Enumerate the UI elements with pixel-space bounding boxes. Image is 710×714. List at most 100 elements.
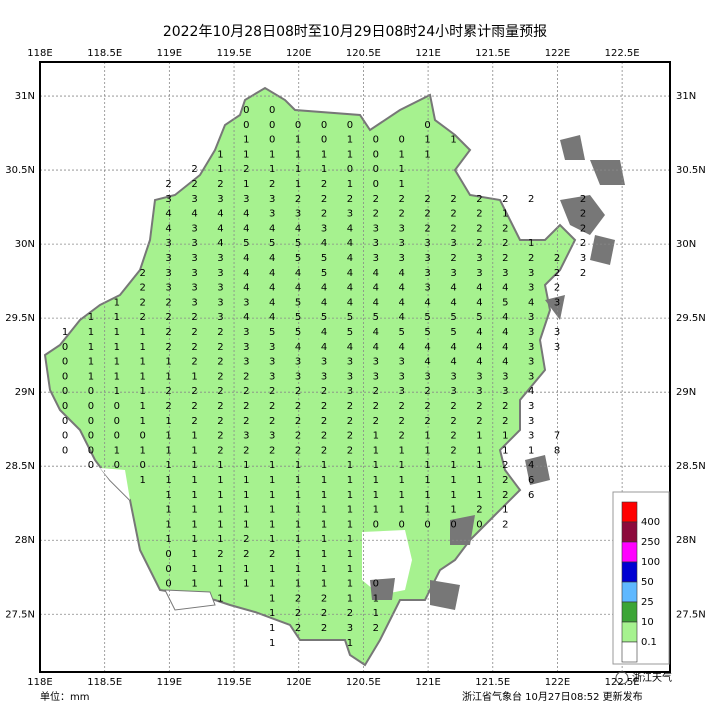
rain-value: 3: [373, 371, 379, 382]
rain-value: 3: [347, 623, 353, 634]
rain-value: 4: [295, 223, 301, 234]
rain-value: 3: [165, 194, 171, 205]
rain-value: 1: [476, 460, 482, 471]
rain-value: 4: [269, 223, 275, 234]
rain-value: 4: [347, 253, 353, 264]
rain-value: 3: [295, 209, 301, 220]
rain-value: 2: [269, 386, 275, 397]
rain-value: 1: [347, 579, 353, 590]
rain-value: 0: [62, 386, 68, 397]
rain-value: 1: [88, 371, 94, 382]
rain-value: 2: [217, 179, 223, 190]
rain-value: 4: [399, 268, 405, 279]
rain-value: 1: [217, 593, 223, 604]
rain-value: 4: [321, 327, 327, 338]
rain-value: 1: [140, 475, 146, 486]
rain-value: 4: [373, 327, 379, 338]
rain-value: 0: [62, 431, 68, 442]
rain-value: 3: [528, 268, 534, 279]
rain-value: 1: [243, 519, 249, 530]
lon-tick-label: 120E: [286, 677, 311, 688]
rain-value: 3: [243, 297, 249, 308]
rain-value: 1: [191, 460, 197, 471]
rain-value: 3: [217, 312, 223, 323]
rain-value: 4: [502, 357, 508, 368]
rain-value: 1: [243, 135, 249, 146]
rain-value: 1: [217, 519, 223, 530]
rain-value: 5: [476, 312, 482, 323]
rain-value: 0: [165, 579, 171, 590]
rain-value: 1: [295, 135, 301, 146]
rain-value: 0: [450, 519, 456, 530]
rain-value: 3: [165, 238, 171, 249]
rain-value: 3: [191, 268, 197, 279]
legend-label: 25: [641, 597, 654, 608]
rain-value: 1: [295, 149, 301, 160]
rain-value: 3: [528, 327, 534, 338]
island: [525, 455, 550, 485]
rain-value: 2: [269, 445, 275, 456]
rain-value: 3: [217, 297, 223, 308]
watermark-icon: [615, 671, 629, 685]
rain-value: 1: [243, 564, 249, 575]
rain-value: 2: [217, 327, 223, 338]
rain-value: 2: [217, 386, 223, 397]
rain-value: 3: [399, 357, 405, 368]
rain-value: 2: [140, 268, 146, 279]
rain-value: 1: [269, 593, 275, 604]
rain-value: 1: [269, 475, 275, 486]
rain-value: 1: [347, 179, 353, 190]
rain-value: 0: [347, 120, 353, 131]
rain-value: 4: [243, 268, 249, 279]
rain-value: 3: [399, 253, 405, 264]
lat-tick-label: 27.5N: [676, 609, 706, 620]
rain-value: 2: [347, 431, 353, 442]
rain-value: 4: [217, 223, 223, 234]
legend-swatch: [621, 621, 638, 643]
rain-value: 0: [88, 445, 94, 456]
rain-value: 1: [373, 490, 379, 501]
rain-value: 2: [243, 371, 249, 382]
rain-value: 0: [399, 519, 405, 530]
rain-value: 4: [269, 268, 275, 279]
rain-value: 1: [476, 431, 482, 442]
rain-value: 5: [321, 253, 327, 264]
rain-value: 5: [347, 312, 353, 323]
rain-value: 2: [321, 386, 327, 397]
rain-value: 1: [295, 549, 301, 560]
rain-value: 0: [62, 445, 68, 456]
rain-value: 2: [165, 297, 171, 308]
rain-value: 5: [295, 297, 301, 308]
rain-value: 1: [140, 342, 146, 353]
rain-value: 2: [269, 416, 275, 427]
rain-value: 4: [269, 283, 275, 294]
rain-value: 3: [217, 194, 223, 205]
rain-value: 2: [399, 401, 405, 412]
rain-value: 2: [191, 342, 197, 353]
rain-value: 3: [243, 431, 249, 442]
rain-value: 0: [424, 120, 430, 131]
rain-value: 4: [269, 253, 275, 264]
rain-value: 2: [502, 416, 508, 427]
rain-value: 0: [269, 120, 275, 131]
rain-value: 0: [88, 401, 94, 412]
lat-tick-label: 30N: [676, 239, 696, 250]
rain-value: 2: [424, 223, 430, 234]
rain-value: 2: [321, 209, 327, 220]
rain-value: 4: [502, 312, 508, 323]
no-rain-area: [362, 530, 412, 595]
rain-value: 1: [217, 505, 223, 516]
rain-value: 4: [295, 283, 301, 294]
lon-tick-label: 120.5E: [346, 677, 381, 688]
rain-value: 1: [269, 460, 275, 471]
rain-value: 4: [347, 238, 353, 249]
footer: 浙江省气象台 10月27日08:52 更新发布: [462, 690, 643, 703]
legend-label: 100: [641, 557, 660, 568]
rain-grid: 0 0 0 0 0 0 0 0 1 0 1 0 1 0 0 1 1 1 1 1 1 1 1 0 1 1 2 1 2 1 1 1 0 0 1 2 2 2 1 2…: [62, 105, 586, 649]
rain-value: 2: [321, 179, 327, 190]
rain-value: 4: [399, 283, 405, 294]
rain-value: 2: [502, 238, 508, 249]
rain-value: 3: [243, 357, 249, 368]
rain-value: 2: [165, 401, 171, 412]
